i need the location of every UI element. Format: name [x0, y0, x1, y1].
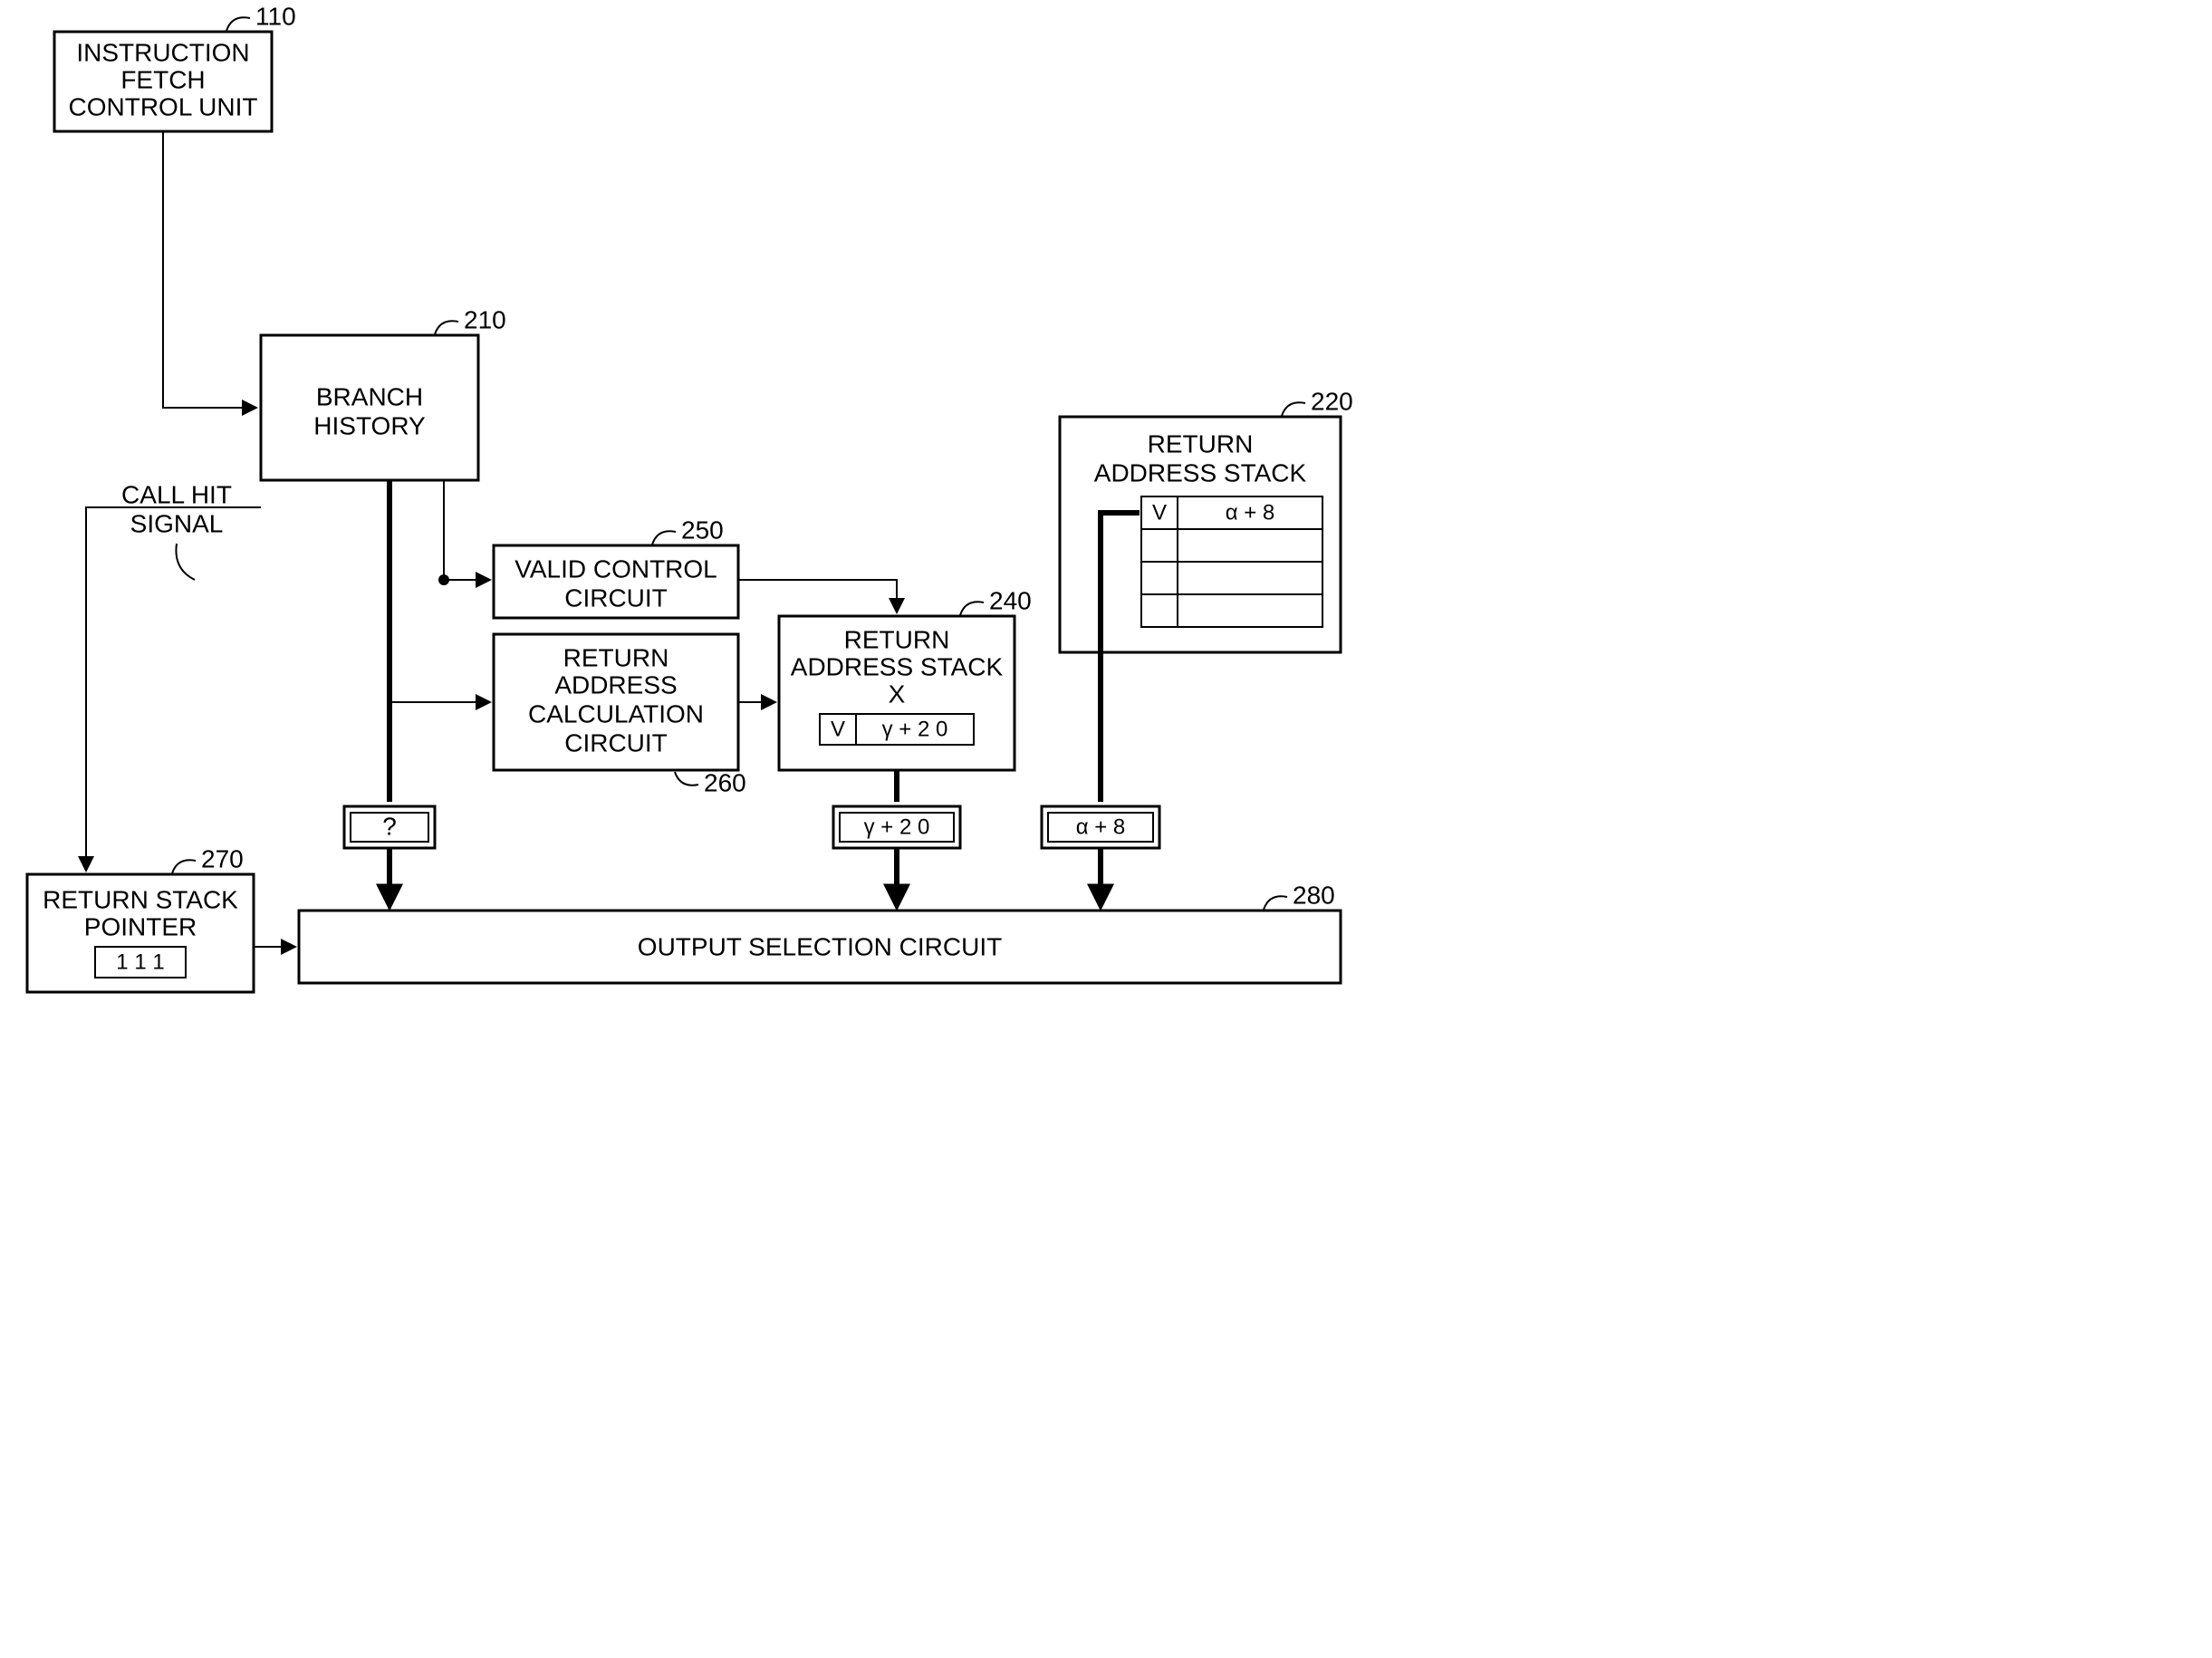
junction-dot — [438, 574, 449, 585]
node-branch-history: BRANCH HISTORY 210 — [261, 305, 506, 480]
sig-alpha: α + 8 — [1076, 815, 1126, 839]
rac-line4: CIRCUIT — [564, 728, 668, 757]
edge-vc-rasx — [738, 580, 897, 612]
rasx-line1: RETURN — [844, 625, 950, 653]
ras-line2: ADDRESS STACK — [1094, 458, 1307, 487]
node-output-sel: OUTPUT SELECTION CIRCUIT 280 — [299, 881, 1341, 983]
node-ret-addr-calc: RETURN ADDRESS CALCULATION CIRCUIT 260 — [494, 634, 746, 796]
rsp-ref: 270 — [201, 844, 244, 872]
sig-q: ? — [382, 812, 397, 840]
rac-line2: ADDRESS — [554, 670, 677, 699]
rsp-val: 1 1 1 — [116, 949, 164, 974]
bh-line1: BRANCH — [316, 382, 423, 410]
bh-ref: 210 — [464, 305, 506, 333]
edge-bh-rsp — [86, 507, 261, 870]
ras-v: V — [1152, 500, 1167, 525]
node-ret-addr-stack-x: RETURN ADDRESS STACK X V γ + 2 0 240 — [779, 586, 1032, 770]
ifcu-line3: CONTROL UNIT — [69, 92, 258, 120]
call-hit-1: CALL HIT — [121, 480, 232, 508]
rac-line3: CALCULATION — [528, 699, 704, 728]
ifcu-line1: INSTRUCTION — [76, 38, 249, 66]
signal-q: ? — [344, 806, 435, 848]
rasx-v: V — [831, 717, 845, 741]
signal-alpha: α + 8 — [1042, 806, 1159, 848]
edge-bh-vc — [444, 480, 489, 580]
rac-ref: 260 — [704, 768, 746, 796]
call-hit-2: SIGNAL — [130, 509, 224, 537]
edge-ifcu-bh — [163, 131, 255, 408]
os-ref: 280 — [1293, 881, 1335, 909]
vc-ref: 250 — [681, 516, 724, 544]
vc-line1: VALID CONTROL — [515, 554, 717, 583]
ifcu-ref: 110 — [255, 2, 296, 30]
rasx-line3: X — [889, 680, 906, 708]
node-ifcu: INSTRUCTION FETCH CONTROL UNIT 110 — [54, 2, 296, 131]
rasx-val: γ + 2 0 — [882, 717, 948, 741]
ifcu-line2: FETCH — [120, 65, 205, 93]
signal-gamma: γ + 2 0 — [833, 806, 960, 848]
bh-line2: HISTORY — [313, 411, 426, 439]
rac-line1: RETURN — [563, 643, 669, 671]
sig-gamma: γ + 2 0 — [864, 815, 930, 839]
diagram-canvas: INSTRUCTION FETCH CONTROL UNIT 110 BRANC… — [0, 0, 1373, 1033]
node-ret-stack-ptr: RETURN STACK POINTER 1 1 1 270 — [27, 844, 254, 992]
os-line1: OUTPUT SELECTION CIRCUIT — [638, 932, 1002, 960]
call-hit-leader — [176, 544, 195, 580]
rsp-line2: POINTER — [84, 912, 197, 940]
node-valid-control: VALID CONTROL CIRCUIT 250 — [494, 516, 738, 618]
ras-ref: 220 — [1311, 387, 1353, 415]
rasx-ref: 240 — [989, 586, 1032, 614]
ras-line1: RETURN — [1148, 429, 1254, 458]
node-ret-addr-stack: RETURN ADDRESS STACK V α + 8 220 — [1060, 387, 1353, 652]
ras-val: α + 8 — [1226, 500, 1275, 525]
rasx-line2: ADDRESS STACK — [791, 652, 1004, 680]
vc-line2: CIRCUIT — [564, 583, 668, 612]
rsp-line1: RETURN STACK — [43, 885, 238, 913]
